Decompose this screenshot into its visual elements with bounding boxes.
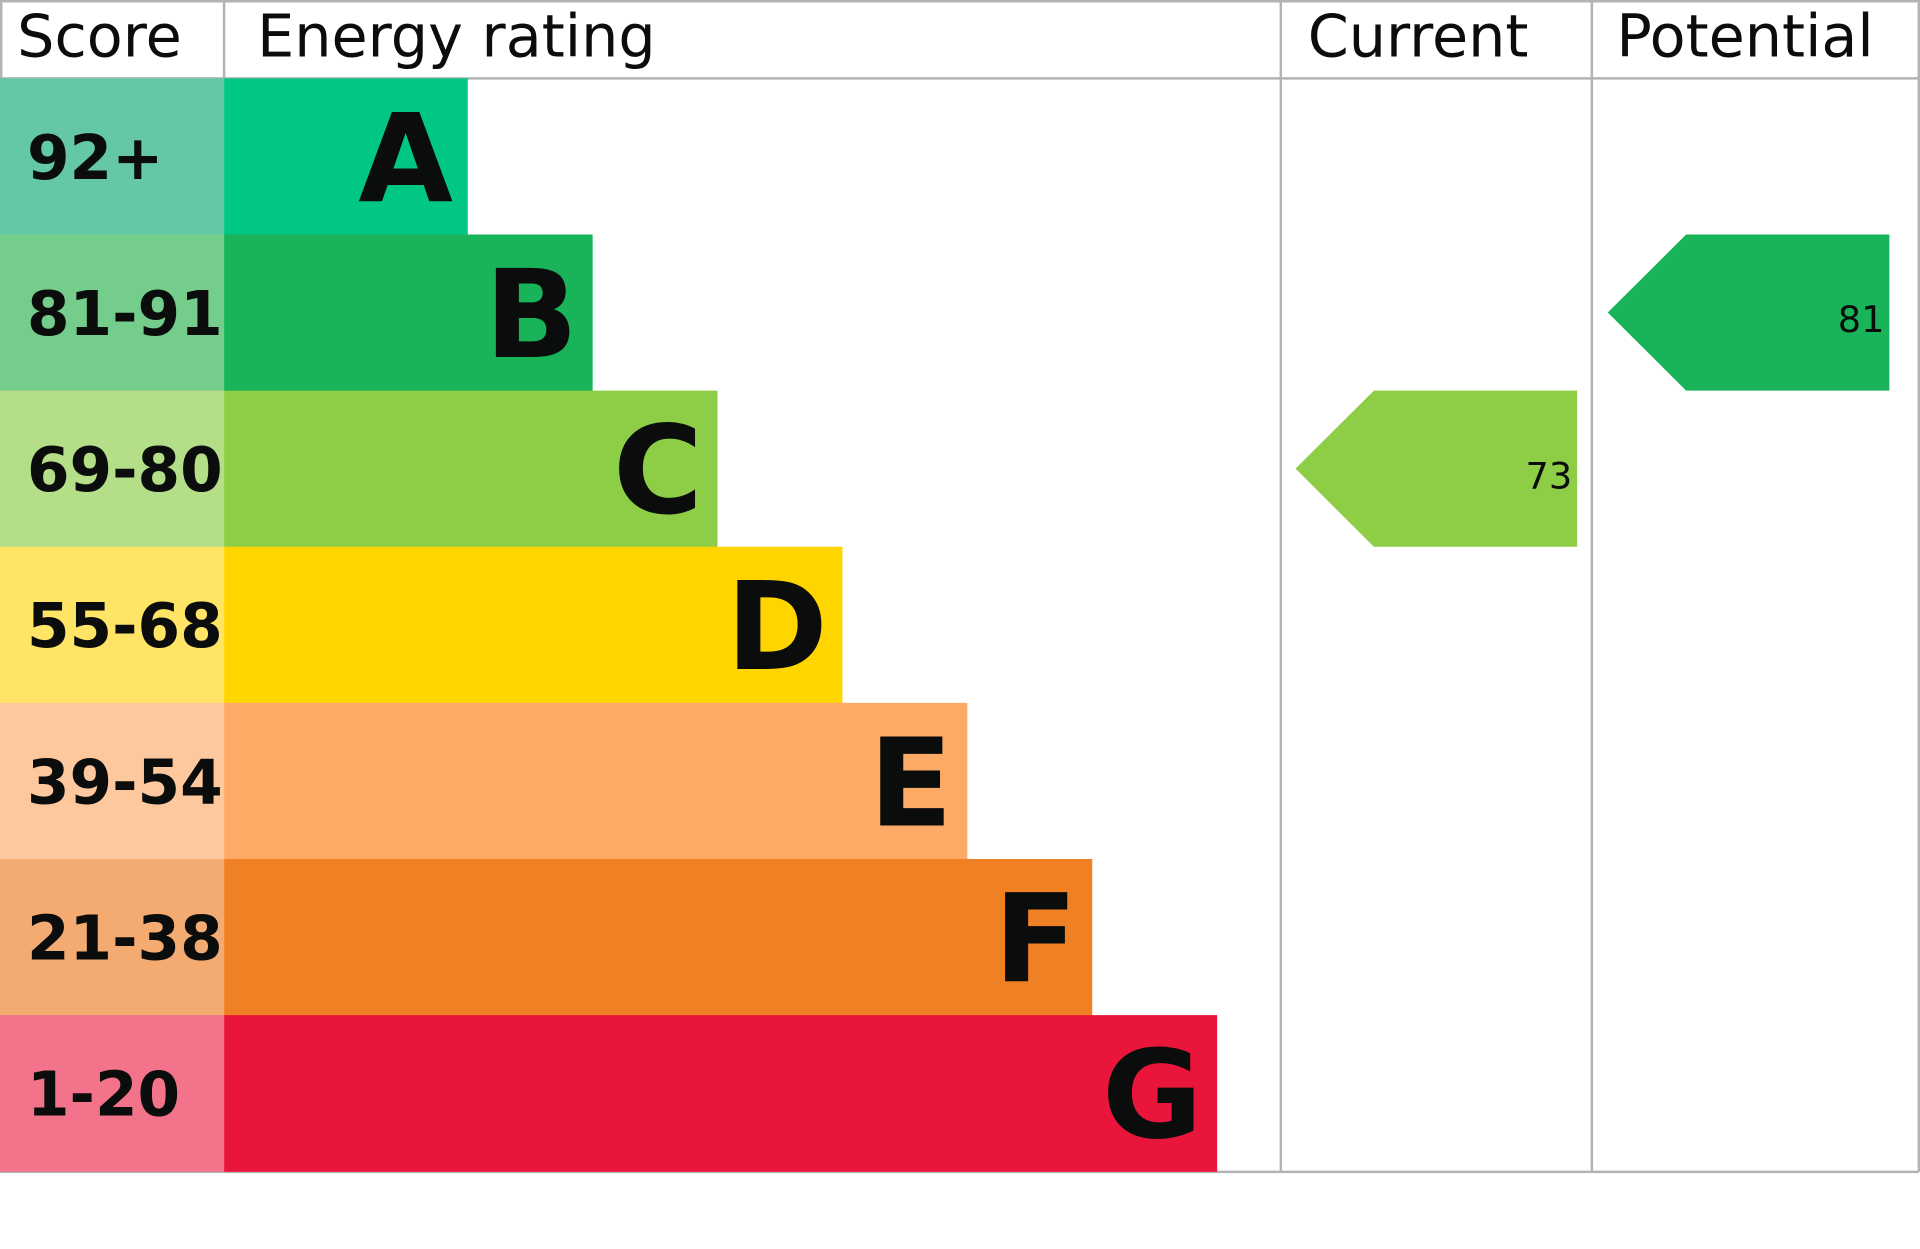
score-range-label: 1-20	[27, 1060, 180, 1131]
rating-bar-A	[224, 78, 468, 236]
rating-bar-C	[224, 390, 718, 548]
score-range-label: 81-91	[27, 279, 223, 350]
header-current: Current	[1308, 1, 1529, 70]
rating-letter: G	[1102, 1024, 1203, 1167]
current-rating-arrow	[1295, 390, 1578, 547]
score-range-label: 21-38	[27, 903, 223, 974]
score-range-label: 69-80	[27, 435, 223, 506]
score-cell-C	[0, 390, 225, 548]
rating-letter: F	[994, 867, 1078, 1010]
score-cell-F	[0, 858, 225, 1016]
rating-letter: C	[613, 399, 703, 542]
rating-letter: A	[358, 87, 453, 230]
score-range-label: 92+	[27, 123, 164, 194]
rating-letter: E	[869, 711, 953, 854]
potential-rating-value: 81	[1838, 298, 1885, 341]
rating-bar-B	[224, 234, 593, 392]
rating-bar-D	[224, 546, 843, 704]
rating-letter: B	[485, 243, 578, 386]
rating-bar-F	[224, 858, 1093, 1016]
band-F: 21-38 F	[0, 858, 1093, 1016]
score-cell-E	[0, 702, 225, 860]
header-score: Score	[17, 1, 182, 70]
band-D: 55-68 D	[0, 546, 843, 704]
header-energy-rating: Energy rating	[257, 1, 656, 70]
band-C: 69-80 C	[0, 390, 718, 548]
score-cell-D	[0, 546, 225, 704]
score-cell-G	[0, 1015, 225, 1172]
score-range-label: 55-68	[27, 591, 223, 662]
band-G: 1-20 G	[0, 1015, 1218, 1172]
score-cell-A	[0, 78, 225, 236]
rating-bar-E	[224, 702, 968, 860]
score-cell-B	[0, 234, 225, 392]
rating-bar-G	[224, 1015, 1218, 1172]
score-range-label: 39-54	[27, 747, 223, 818]
header-potential: Potential	[1616, 1, 1873, 70]
rating-letter: D	[726, 555, 828, 698]
potential-rating-arrow	[1607, 234, 1890, 391]
current-rating-value: 73	[1526, 454, 1573, 497]
band-A: 92+ A	[0, 78, 468, 236]
band-E: 39-54 E	[0, 702, 968, 860]
band-B: 81-91 B	[0, 234, 593, 392]
